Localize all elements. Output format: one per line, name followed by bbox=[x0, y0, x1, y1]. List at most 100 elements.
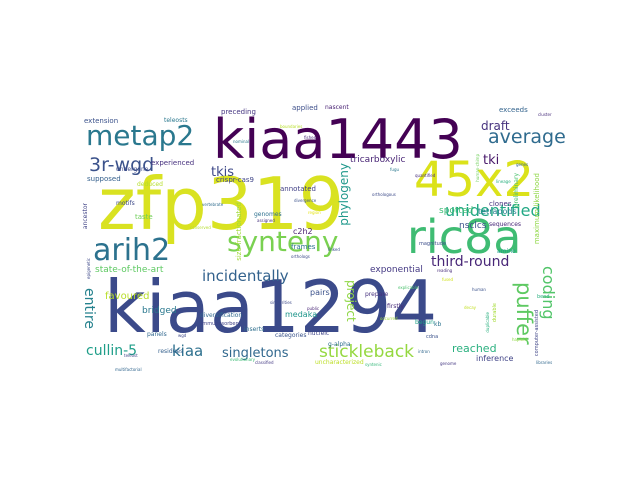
word-size-fractionated: size-fractionated bbox=[235, 202, 243, 261]
word-firstly: firstly bbox=[387, 303, 404, 310]
word-incidentally: incidentally bbox=[202, 267, 289, 285]
word-orthologs: orthologs bbox=[291, 254, 310, 259]
word-vertebrate: vertebrate bbox=[202, 202, 224, 207]
word-human-chimp: human-chimp bbox=[475, 154, 480, 182]
word-epigenetic: epigenetic bbox=[86, 258, 91, 279]
word-explicable: explicable bbox=[398, 285, 419, 290]
word-libraries: libraries bbox=[536, 360, 553, 365]
word-experienced: experienced bbox=[151, 159, 195, 167]
word-genome: genome bbox=[440, 361, 457, 366]
word-3r-wgd: 3r-wgd bbox=[89, 154, 155, 176]
word-g-alpha: g-alpha bbox=[328, 341, 351, 348]
word-deduced: deduced bbox=[137, 181, 163, 188]
word-entire: entire bbox=[81, 288, 97, 329]
word-residues: residues bbox=[158, 348, 184, 355]
word-preceding: preceding bbox=[221, 108, 256, 116]
word-synteny: synteny bbox=[227, 225, 339, 258]
word-tkis: tkis bbox=[211, 165, 235, 180]
word-durable: durable bbox=[492, 303, 498, 323]
word-crispr-cas9: crispr-cas9 bbox=[216, 176, 254, 184]
word-average: average bbox=[488, 126, 566, 148]
word-prepare: prepare bbox=[365, 291, 389, 298]
word-pairs: pairs bbox=[310, 288, 330, 297]
word-magnitude: magnitude bbox=[419, 241, 447, 247]
word-amino: amino bbox=[497, 248, 516, 255]
word-metap2: metap2 bbox=[86, 119, 195, 152]
word-boundaries: boundaries bbox=[280, 124, 303, 129]
word-favoured: favoured bbox=[105, 291, 150, 302]
word-ric8a: ric8a bbox=[407, 210, 522, 264]
word-kb: kb bbox=[434, 321, 442, 328]
word-cullin-5: cullin-5 bbox=[86, 343, 138, 359]
word-linked: linked bbox=[328, 247, 340, 252]
word-state-of-the-art: state-of-the-art bbox=[95, 265, 164, 275]
word-sequences: sequences bbox=[489, 221, 522, 228]
word-medaka: medaka bbox=[285, 310, 318, 319]
word-clones: clones bbox=[489, 200, 512, 208]
word-cloud: kiaa1294 zfp319 kiaa1443 45x2 ric8a synt… bbox=[80, 104, 566, 376]
word-singletons: singletons bbox=[222, 346, 289, 361]
word-frames: frames bbox=[291, 243, 316, 251]
word-tetrapods: tetrapods bbox=[478, 207, 517, 216]
word-bridged: bridged bbox=[142, 306, 177, 316]
word-haploid: haploid bbox=[512, 337, 527, 342]
word-maximum-likelihood: maximum-likelihood bbox=[533, 173, 541, 245]
word-assigned: assigned bbox=[257, 218, 275, 223]
word-decay: decay bbox=[464, 305, 477, 310]
word-computer-assisted: computer-assisted bbox=[534, 310, 540, 357]
word-inserts: inserts bbox=[244, 326, 265, 333]
word-similarities: similarities bbox=[270, 300, 292, 305]
word-multifactorial: multifactorial bbox=[115, 367, 142, 372]
word-conserved: conserved bbox=[190, 225, 211, 230]
word-undergone: undergone bbox=[116, 166, 149, 173]
word-nucleic: nucleic bbox=[308, 330, 330, 337]
word-supposed: supposed bbox=[87, 175, 121, 183]
word-phylogeny: phylogeny bbox=[337, 163, 351, 226]
word-45x2: 45x2 bbox=[414, 152, 535, 208]
word-diversification: diversification bbox=[200, 312, 243, 319]
word-draft: draft bbox=[481, 119, 510, 133]
word-uncharacterized: uncharacterized bbox=[315, 359, 364, 366]
word-third-round: third-round bbox=[431, 254, 510, 270]
word-intron: intron bbox=[418, 349, 430, 354]
word-arih2: arih2 bbox=[93, 233, 171, 268]
word-divergence: divergence bbox=[294, 198, 317, 203]
word-cluster: cluster bbox=[538, 112, 552, 117]
word-unidentified: unidentified bbox=[445, 201, 541, 220]
word-panels: panels bbox=[147, 331, 167, 338]
word-fugu: fugu bbox=[390, 167, 400, 172]
word-ancestor: ancestor bbox=[82, 203, 89, 230]
word-orthologous: orthologous bbox=[372, 192, 396, 197]
word-puffer: puffer bbox=[512, 282, 536, 345]
word-fused: fused bbox=[442, 277, 454, 282]
word-teleosts: teleosts bbox=[164, 117, 188, 124]
word-c2h2: c2h2 bbox=[293, 227, 313, 236]
word-nsclcs: nsclcs bbox=[459, 221, 487, 231]
word-quantified: quantified bbox=[415, 173, 436, 178]
word-wgd: wgd bbox=[178, 333, 187, 338]
word-immunosorbent: immunosorbent bbox=[201, 321, 241, 327]
word-exponential: exponential bbox=[370, 265, 423, 275]
word-applied: applied bbox=[292, 104, 318, 112]
word-project: project bbox=[344, 280, 358, 322]
word-human: human bbox=[472, 287, 486, 292]
word-region: region bbox=[308, 210, 321, 215]
word-motifs: motifs bbox=[116, 200, 135, 207]
word-extension: extension bbox=[84, 117, 119, 125]
word-reading: reading bbox=[437, 268, 453, 273]
word-taste: taste bbox=[135, 213, 153, 221]
word-tricarboxylic: tricarboxylic bbox=[350, 155, 406, 165]
word-preliminary: preliminary bbox=[513, 173, 520, 208]
word-stickleback: stickleback bbox=[319, 342, 415, 362]
word-lineage: lineage bbox=[496, 179, 511, 184]
word-kiaa1294: kiaa1294 bbox=[104, 265, 438, 349]
word-kiaa1443: kiaa1443 bbox=[213, 108, 463, 171]
word-genes: genes bbox=[516, 162, 529, 167]
word-spotted: spotted bbox=[439, 206, 474, 216]
word-classified: classified bbox=[255, 360, 274, 365]
word-inference: inference bbox=[476, 354, 514, 363]
word-duplicable: duplicable bbox=[485, 312, 490, 333]
word-nascent: nascent bbox=[325, 104, 349, 111]
word-reached: reached bbox=[452, 342, 497, 355]
